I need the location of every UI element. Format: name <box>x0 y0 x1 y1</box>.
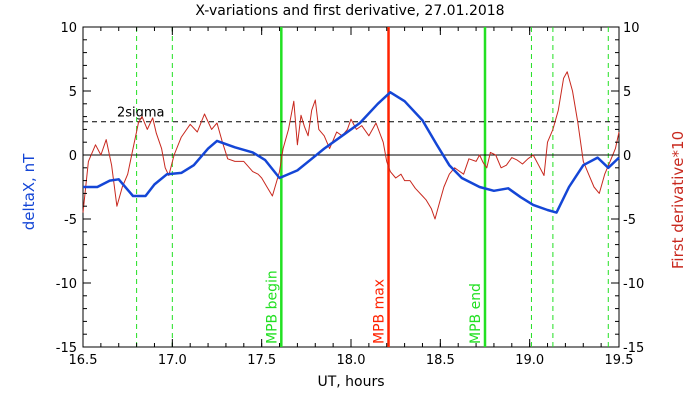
y-left-tick-label-1: -10 <box>56 277 77 292</box>
sigma-label: 2sigma <box>117 106 165 121</box>
vline-label-2: MPB begin <box>264 270 280 344</box>
y-left-tick-label-5: 10 <box>60 21 77 36</box>
reference-lines: 2sigma <box>83 106 619 156</box>
series-deltaX <box>83 91 620 214</box>
vline-label-3: MPB max <box>372 279 388 344</box>
y-right-tick-label-4: 5 <box>623 85 631 100</box>
y-right-tick-label-1: -10 <box>623 277 644 292</box>
x-tick-label-5: 19.0 <box>515 353 544 368</box>
y-left-tick-label-2: -5 <box>64 213 77 228</box>
x-axis-label: UT, hours <box>317 374 384 390</box>
chart-title: X-variations and first derivative, 27.01… <box>195 3 504 19</box>
y-right-tick-label-0: -15 <box>623 341 644 356</box>
series-lines <box>82 71 620 220</box>
plot-frame <box>82 26 620 348</box>
y-right-tick-label-5: 10 <box>623 21 640 36</box>
series-derivative <box>82 71 620 220</box>
y-left-tick-label-0: -15 <box>56 341 77 356</box>
x-tick-label-0: 16.5 <box>69 353 98 368</box>
y-right-tick-label-3: 0 <box>623 149 631 164</box>
x-tick-label-1: 17.0 <box>158 353 187 368</box>
x-tick-label-6: 19.5 <box>605 353 634 368</box>
y-axis-right-label: First derivative*10 <box>669 131 687 269</box>
vertical-markers: MPB begin MPB max MPB end <box>136 27 609 347</box>
y-left-tick-label-3: 0 <box>69 149 77 164</box>
x-tick-label-4: 18.5 <box>426 353 455 368</box>
y-left-tick-label-4: 5 <box>69 85 77 100</box>
y-axis-left-label: deltaX, nT <box>20 153 38 230</box>
y-right-tick-label-2: -5 <box>623 213 636 228</box>
axis-ticks: 16.5 17.0 17.5 18.0 18.5 19.0 19.5-15-10-50510… <box>56 21 644 368</box>
vline-label-4: MPB end <box>468 283 484 344</box>
x-tick-label-3: 18.0 <box>337 353 366 368</box>
x-tick-label-2: 17.5 <box>247 353 276 368</box>
